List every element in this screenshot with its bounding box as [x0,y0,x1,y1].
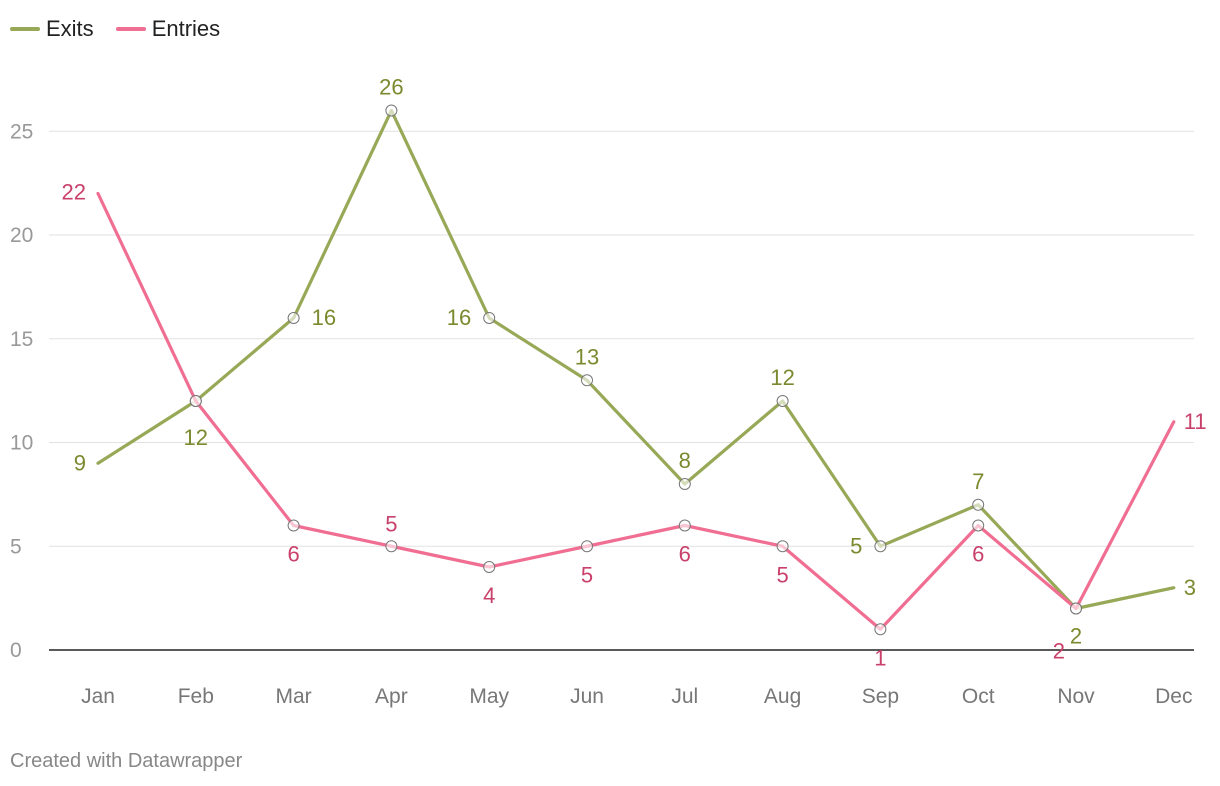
point-exits-may [483,312,496,324]
x-tick-label-aug: Aug [764,685,801,708]
data-label-entries-jan: 22 [62,180,86,205]
x-tick-label-jul: Jul [671,685,698,708]
point-exits-jul [678,478,691,490]
point-exits-oct [972,498,985,511]
legend-item-entries: Entries [115,16,221,42]
point-exits-aug [776,395,789,407]
point-exits-jun [581,374,593,387]
data-label-exits-dec: 3 [1184,575,1196,600]
data-label-entries-aug: 5 [776,562,788,587]
data-label-entries-jun: 5 [581,562,593,587]
point-entries-sep [874,623,887,636]
y-tick-label-5: 5 [10,535,22,558]
series-line-exits [96,108,1176,611]
data-label-exits-oct: 7 [972,469,984,494]
x-tick-label-jan: Jan [81,685,115,708]
data-label-entries-jul: 6 [679,542,691,567]
data-label-entries-apr: 5 [385,511,397,536]
x-tick-label-jun: Jun [570,685,604,708]
data-label-entries-may: 4 [483,583,495,608]
point-entries-aug [776,540,789,553]
x-tick-label-feb: Feb [178,685,214,708]
data-label-entries-mar: 6 [287,542,299,567]
data-label-exits-jul: 8 [679,448,691,473]
point-entries-feb [189,395,202,407]
point-entries-oct [972,519,985,532]
x-tick-label-mar: Mar [276,685,312,708]
data-label-exits-nov: 2 [1070,624,1082,649]
data-label-entries-dec: 11 [1184,409,1207,434]
y-tick-label-20: 20 [10,224,33,247]
point-exits-apr [385,104,398,117]
point-exits-sep [874,540,887,553]
x-tick-label-nov: Nov [1057,685,1095,708]
legend-swatch-exits [10,27,40,31]
series-line-entries [96,191,1176,631]
credit-text: Created with Datawrapper [10,750,243,772]
data-label-entries-nov: 2 [1053,639,1065,664]
point-entries-nov [1070,602,1082,615]
legend-label-exits: Exits [46,16,94,41]
data-label-exits-sep: 5 [850,533,862,558]
legend-label-entries: Entries [151,16,221,41]
point-exits-mar [287,312,300,324]
x-tick-label-sep: Sep [862,685,899,708]
data-label-exits-may: 16 [447,305,471,330]
x-tick-label-dec: Dec [1155,685,1192,708]
point-entries-mar [287,519,300,532]
point-entries-apr [385,540,398,553]
data-label-entries-oct: 6 [972,542,984,567]
legend: Exits Entries [10,16,220,42]
x-tick-label-oct: Oct [962,685,995,708]
y-tick-label-0: 0 [10,639,22,662]
y-tick-label-10: 10 [10,432,33,455]
y-tick-label-15: 15 [10,328,33,351]
data-label-exits-feb: 12 [184,425,208,450]
x-tick-label-may: May [469,685,509,708]
point-entries-jul [678,519,691,532]
data-label-exits-mar: 16 [312,305,336,330]
legend-item-exits: Exits [10,16,94,42]
legend-swatch-entries [115,27,146,31]
data-label-exits-jan: 9 [74,450,86,475]
data-label-exits-aug: 12 [770,365,794,390]
y-tick-label-25: 25 [10,120,33,143]
data-label-exits-apr: 26 [379,75,403,100]
point-entries-may [483,561,496,573]
point-entries-jun [581,540,593,553]
data-label-entries-sep: 1 [874,645,886,670]
x-tick-label-apr: Apr [375,685,408,708]
data-label-exits-jun: 13 [575,344,599,369]
